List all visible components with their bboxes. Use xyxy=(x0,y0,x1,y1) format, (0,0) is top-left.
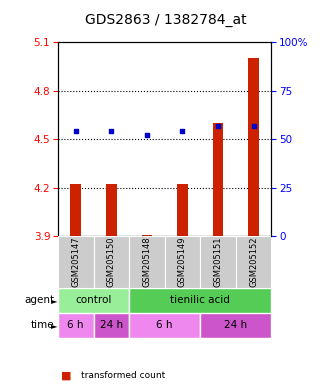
Text: GDS2863 / 1382784_at: GDS2863 / 1382784_at xyxy=(85,13,246,27)
Bar xyxy=(129,313,200,338)
Bar xyxy=(93,236,129,288)
Text: 24 h: 24 h xyxy=(224,320,247,331)
Bar xyxy=(129,288,271,313)
Bar xyxy=(200,313,271,338)
Bar xyxy=(165,236,200,288)
Bar xyxy=(142,235,152,236)
Bar xyxy=(71,184,81,236)
Text: 6 h: 6 h xyxy=(157,320,173,331)
Point xyxy=(144,132,150,138)
Text: ►: ► xyxy=(51,296,58,305)
Point xyxy=(109,128,114,134)
Text: GSM205152: GSM205152 xyxy=(249,237,258,287)
Bar xyxy=(58,236,93,288)
Text: GSM205151: GSM205151 xyxy=(213,237,222,287)
Bar xyxy=(248,58,259,236)
Point xyxy=(251,122,256,129)
Bar xyxy=(129,236,165,288)
Text: ►: ► xyxy=(51,321,58,330)
Text: 24 h: 24 h xyxy=(100,320,123,331)
Text: ■: ■ xyxy=(61,371,72,381)
Text: control: control xyxy=(75,295,112,306)
Bar xyxy=(58,288,129,313)
Point xyxy=(73,128,78,134)
Text: GSM205147: GSM205147 xyxy=(71,237,80,287)
Point xyxy=(215,122,221,129)
Bar xyxy=(93,313,129,338)
Text: agent: agent xyxy=(24,295,55,306)
Bar xyxy=(236,236,271,288)
Bar xyxy=(213,123,223,236)
Bar xyxy=(106,184,117,236)
Bar xyxy=(200,236,236,288)
Text: GSM205150: GSM205150 xyxy=(107,237,116,287)
Bar xyxy=(58,313,93,338)
Point xyxy=(180,128,185,134)
Text: time: time xyxy=(31,320,55,331)
Text: tienilic acid: tienilic acid xyxy=(170,295,230,306)
Text: GSM205148: GSM205148 xyxy=(142,237,151,287)
Bar xyxy=(177,184,188,236)
Text: 6 h: 6 h xyxy=(68,320,84,331)
Text: transformed count: transformed count xyxy=(81,371,166,379)
Text: GSM205149: GSM205149 xyxy=(178,237,187,287)
